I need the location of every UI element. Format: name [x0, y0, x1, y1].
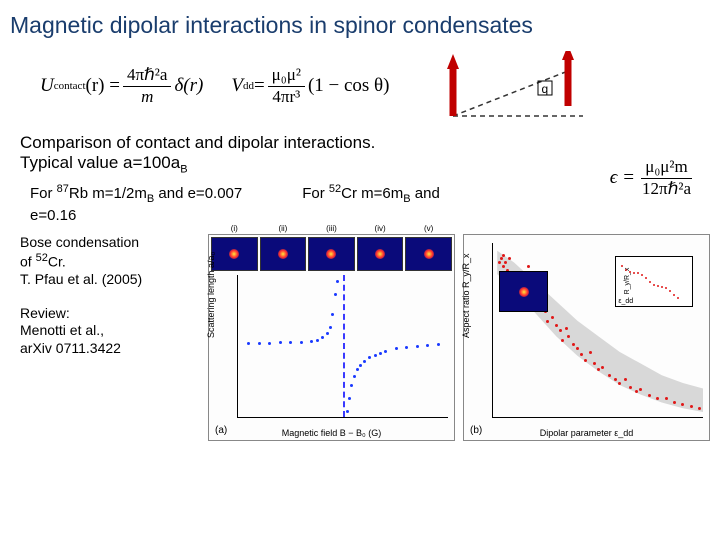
data-point	[289, 341, 292, 344]
data-point	[572, 343, 575, 346]
plot-b-corner: (b)	[470, 425, 482, 436]
plot-a-thumbnails: (i)(ii)(iii)(iv)(v)	[211, 237, 452, 271]
data-point	[437, 343, 440, 346]
rb-params: For 87Rb m=1/2mB and e=0.007	[30, 183, 242, 205]
data-point	[300, 341, 303, 344]
data-point	[336, 280, 339, 283]
plot-a-ylabel: Scattering length a/a₀	[206, 252, 216, 338]
epsilon-formula: ϵ = μ₀μ²m12πℏ²a	[610, 158, 698, 198]
data-point	[629, 386, 632, 389]
plot-a-xlabel: Magnetic field B − B₀ (G)	[209, 428, 454, 438]
data-point	[348, 397, 351, 400]
plot-a-corner: (a)	[215, 425, 227, 436]
data-point	[368, 356, 371, 359]
data-point	[576, 347, 579, 350]
thumb: (i)	[211, 237, 258, 271]
data-point	[310, 340, 313, 343]
data-point	[395, 347, 398, 350]
plot-b-ylabel: Aspect ratio R_y/R_x	[461, 253, 471, 338]
ucontact-formula: Ucontact(r) = 4πℏ²am δ(r)	[40, 66, 203, 106]
data-point	[426, 344, 429, 347]
ref-bose: Bose condensation of 52Cr. T. Pfau et al…	[20, 234, 200, 288]
data-point	[374, 354, 377, 357]
data-point	[363, 360, 366, 363]
data-point	[635, 390, 638, 393]
data-point	[279, 341, 282, 344]
plot-b-inset-chart: ε_ddR_y/R_x	[615, 256, 693, 307]
data-point	[614, 378, 617, 381]
data-point	[584, 359, 587, 362]
data-point	[580, 353, 583, 356]
ref-review: Review: Menotti et al., arXiv 0711.3422	[20, 305, 200, 358]
page-title: Magnetic dipolar interactions in spinor …	[0, 0, 720, 45]
bottom-row: Bose condensation of 52Cr. T. Pfau et al…	[0, 230, 720, 441]
data-point	[346, 410, 349, 413]
data-point	[247, 342, 250, 345]
data-point	[639, 388, 642, 391]
thumb: (iv)	[357, 237, 404, 271]
data-point	[321, 336, 324, 339]
data-point	[648, 394, 651, 397]
thumb: (ii)	[260, 237, 307, 271]
data-point	[258, 342, 261, 345]
references-column: Bose condensation of 52Cr. T. Pfau et al…	[20, 234, 200, 373]
plot-a-scattering-length: (i)(ii)(iii)(iv)(v) Scattering length a/…	[208, 234, 455, 441]
equation-row: Ucontact(r) = 4πℏ²am δ(r) Vdd = μ₀μ²4πr³…	[0, 45, 720, 127]
data-point	[618, 382, 621, 385]
plot-b-xlabel: Dipolar parameter ε_dd	[464, 428, 709, 438]
data-point	[379, 352, 382, 355]
data-point	[608, 374, 611, 377]
cr-params: For 52Cr m=6mB and	[302, 183, 440, 205]
dipole-angle-diagram: q	[418, 51, 588, 121]
data-point	[329, 326, 332, 329]
eps-016: e=0.16	[0, 207, 720, 230]
data-point	[356, 368, 359, 371]
data-point	[555, 324, 558, 327]
data-point	[359, 364, 362, 367]
thumb: (iii)	[308, 237, 355, 271]
data-point	[331, 313, 334, 316]
data-point	[334, 293, 337, 296]
data-point	[416, 345, 419, 348]
data-point	[405, 346, 408, 349]
data-point	[350, 384, 353, 387]
plot-b-aspect-ratio: ε_ddR_y/R_x Aspect ratio R_y/R_x Dipolar…	[463, 234, 710, 441]
vdd-formula: Vdd = μ₀μ²4πr³ (1 − cos θ)	[231, 66, 389, 106]
data-point	[353, 375, 356, 378]
data-point	[589, 351, 592, 354]
data-point	[502, 254, 505, 257]
plot-b-inset-image	[499, 271, 547, 312]
data-point	[384, 350, 387, 353]
data-point	[551, 316, 554, 319]
thumb: (v)	[405, 237, 452, 271]
plot-a-resonance-line	[343, 275, 345, 417]
theta-label: q	[542, 82, 549, 96]
data-point	[268, 342, 271, 345]
data-point	[316, 339, 319, 342]
data-point	[326, 332, 329, 335]
